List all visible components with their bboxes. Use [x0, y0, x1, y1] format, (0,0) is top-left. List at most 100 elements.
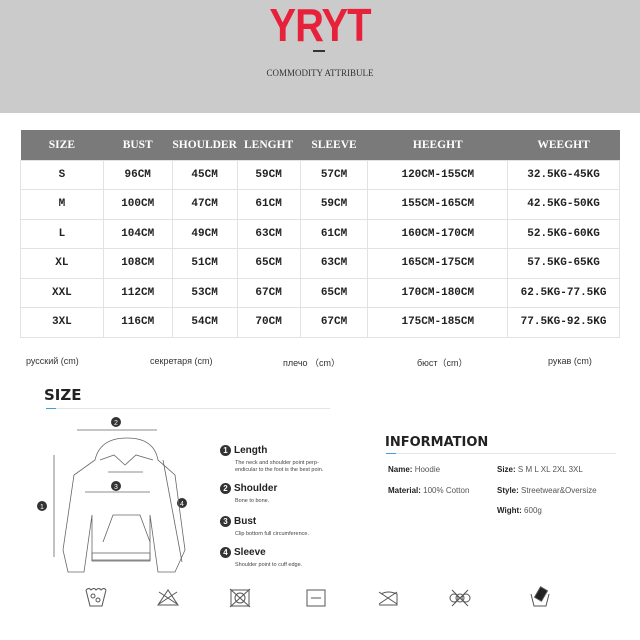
info-material: Material: 100% Cotton — [388, 486, 470, 495]
divider — [313, 50, 325, 52]
table-cell: 53CM — [171, 277, 238, 308]
table-cell: XXL — [20, 277, 104, 308]
arrow-length: 1 — [37, 455, 55, 557]
table-cell: 62.5KG-77.5KG — [507, 277, 620, 308]
table-cell: XL — [20, 248, 104, 279]
table-cell: 100CM — [102, 189, 173, 220]
column-header: SHOULDER — [172, 130, 238, 160]
table-row: L 104CM 49CM 63CM 61CM 160CM-170CM 52.5KG-60KG — [20, 218, 620, 249]
table-cell: 52.5KG-60KG — [507, 218, 620, 249]
measure-description: Clip bottom full circumference. — [235, 531, 309, 537]
table-row: XXL 112CM 53CM 67CM 65CM 170CM-180CM 62.5KG-77… — [20, 277, 620, 308]
measure-title: Bust — [234, 516, 257, 528]
size-title: SIZE — [44, 386, 82, 404]
arrow-sleeve: 4 — [162, 459, 187, 563]
number-badge: 4 — [220, 547, 231, 559]
table-cell: 54CM — [171, 307, 238, 338]
table-row: XL 108CM 51CM 65CM 63CM 165CM-175CM 57.5KG-65K… — [20, 248, 620, 279]
russian-label: рукав (cm) — [548, 356, 592, 366]
table-cell: 67CM — [299, 307, 369, 338]
table-cell: 32.5KG-45KG — [507, 159, 620, 190]
table-cell: 59CM — [236, 159, 301, 190]
subtitle: COMMODITY ATTRIBULE — [266, 68, 374, 78]
table-cell: 42.5KG-50KG — [507, 189, 620, 220]
table-cell: S — [20, 159, 104, 190]
table-cell: 120CM-155CM — [367, 159, 509, 190]
dry-flat-icon — [306, 589, 326, 607]
table-cell: 57.5KG-65KG — [507, 248, 620, 279]
table-cell: 63CM — [236, 218, 301, 249]
number-badge: 2 — [220, 483, 231, 495]
hand-wash-icon — [85, 588, 107, 607]
table-cell: 65CM — [236, 248, 301, 279]
do-not-bleach-icon — [157, 589, 179, 606]
info-weight: Wight: 600g — [497, 506, 542, 515]
table-cell: 61CM — [236, 189, 301, 220]
table-cell: 170CM-180CM — [367, 277, 509, 308]
number-badge: 1 — [220, 445, 231, 457]
table-cell: 67CM — [236, 277, 301, 308]
measure-description: Bone to bone. — [235, 498, 270, 504]
information-underline — [386, 453, 616, 454]
measure-title: Length — [234, 445, 268, 457]
column-header: SIZE — [20, 130, 104, 160]
hoodie-diagram: 2 1 4 3 — [37, 417, 187, 573]
table-cell: 59CM — [299, 189, 369, 220]
table-cell: 108CM — [102, 248, 173, 279]
info-size: Size: S M L XL 2XL 3XL — [497, 465, 583, 474]
measure-description: Shoulder point to cuff edge. — [235, 562, 303, 568]
table-cell: 116CM — [102, 307, 173, 338]
table-cell: 155CM-165CM — [367, 189, 509, 220]
column-header: HEEGHT — [367, 130, 508, 160]
column-header: SLEEVE — [300, 130, 368, 160]
measure-item: 4 Sleeve Shoulder point to cuff edge. — [220, 544, 375, 569]
do-not-dry-clean-icon — [449, 589, 471, 607]
info-style: Style: Streetwear&Oversize — [497, 486, 597, 495]
table-cell: 175CM-185CM — [367, 307, 509, 338]
table-row: M 100CM 47CM 61CM 59CM 155CM-165CM 42.5KG-50KG — [20, 189, 620, 220]
table-row: 3XL 116CM 54CM 70CM 67CM 175CM-185CM 77.5KG-92… — [20, 307, 620, 338]
table-cell: 165CM-175CM — [367, 248, 509, 279]
measure-item: 3 Bust Clip bottom full circumference. — [220, 513, 375, 538]
do-not-iron-icon — [378, 591, 398, 606]
svg-text:4: 4 — [180, 501, 184, 508]
table-cell: 61CM — [299, 218, 369, 249]
measure-description: The neck and shoulder point perp-endicul… — [235, 460, 324, 473]
measure-title: Sleeve — [234, 547, 266, 559]
russian-label: плечо （cm） — [283, 358, 341, 368]
header-banner: YRYT COMMODITY ATTRIBULE — [0, 0, 640, 113]
table-cell: 77.5KG-92.5KG — [507, 307, 620, 338]
table-cell: 57CM — [299, 159, 369, 190]
table-cell: 160CM-170CM — [367, 218, 509, 249]
table-cell: 96CM — [102, 159, 173, 190]
svg-text:2: 2 — [114, 420, 118, 427]
number-badge: 3 — [220, 516, 231, 528]
do-not-tumble-dry-icon — [229, 588, 251, 608]
arrow-shoulder: 2 — [77, 417, 157, 431]
info-name: Name: Hoodie — [388, 465, 441, 474]
measure-title: Shoulder — [234, 483, 278, 495]
table-header: SIZE BUST SHOULDER LENGHT SLEEVE HEEGHT WEEGHT — [20, 130, 620, 160]
information-title: INFORMATION — [385, 435, 489, 450]
russian-label: русский (cm) — [26, 356, 79, 366]
table-cell: 65CM — [299, 277, 369, 308]
table-cell: 47CM — [171, 189, 238, 220]
russian-label: бюст（cm） — [417, 358, 468, 368]
column-header: LENGHT — [237, 130, 301, 160]
brand-logo: YRYT — [269, 0, 371, 52]
measure-item: 1 Length The neck and shoulder point perp-… — [220, 442, 335, 474]
table-cell: 70CM — [236, 307, 301, 338]
column-header: BUST — [103, 130, 173, 160]
table-cell: 49CM — [171, 218, 238, 249]
table-cell: 45CM — [171, 159, 238, 190]
wash-separately-icon — [530, 586, 550, 607]
table-cell: 63CM — [299, 248, 369, 279]
svg-text:1: 1 — [40, 504, 44, 511]
table-cell: 112CM — [102, 277, 173, 308]
russian-label: секретаря (cm) — [150, 356, 213, 366]
table-cell: 104CM — [102, 218, 173, 249]
size-table: SIZE BUST SHOULDER LENGHT SLEEVE HEEGHT WEEGHT… — [20, 130, 620, 338]
table-cell: L — [20, 218, 104, 249]
column-header: WEEGHT — [507, 130, 620, 160]
table-row: S 96CM 45CM 59CM 57CM 120CM-155CM 32.5KG-45KG — [20, 159, 620, 190]
